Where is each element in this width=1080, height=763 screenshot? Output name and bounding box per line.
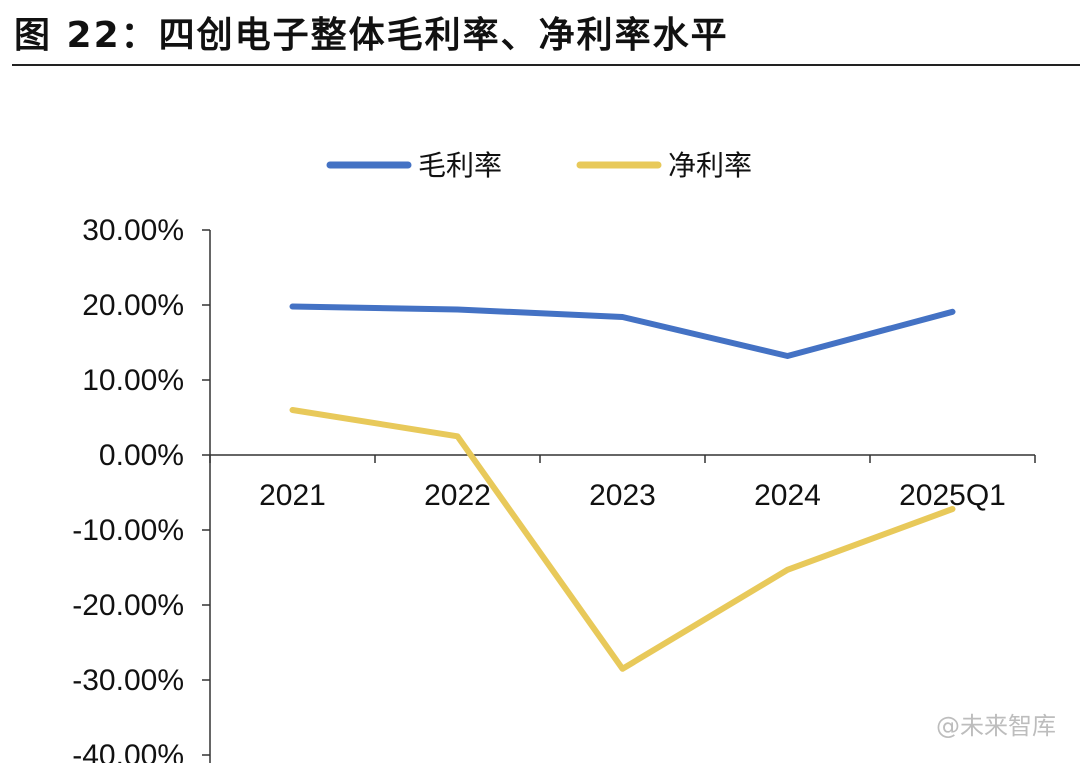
data-point [621, 315, 624, 319]
x-tick-label: 2023 [589, 479, 656, 512]
data-point [786, 568, 789, 572]
y-tick-label: -40.00% [72, 739, 184, 763]
data-point [291, 305, 294, 308]
x-tick-label: 2022 [424, 479, 491, 512]
y-tick-label: 30.00% [82, 214, 184, 247]
data-point [951, 310, 954, 314]
y-tick-label: 0.00% [99, 439, 184, 472]
series-line-0 [289, 303, 956, 359]
title-divider [12, 64, 1080, 66]
data-point [786, 354, 789, 358]
data-point [291, 408, 294, 412]
legend-label: 毛利率 [418, 149, 502, 182]
y-tick-label: 20.00% [82, 289, 184, 322]
legend: 毛利率 净利率 [326, 149, 752, 182]
watermark: @未来智库 [936, 712, 1056, 740]
legend-label: 净利率 [668, 149, 752, 182]
data-point [621, 667, 624, 671]
series-layer [289, 303, 956, 672]
data-point [456, 308, 459, 311]
y-tick-label: -20.00% [72, 589, 184, 622]
data-point [951, 507, 954, 511]
x-tick-label: 2021 [259, 479, 326, 512]
y-tick-label: -10.00% [72, 514, 184, 547]
figure-title: 图 22：四创电子整体毛利率、净利率水平 [14, 15, 729, 56]
series-line-1 [289, 407, 956, 672]
y-tick-label: 10.00% [82, 364, 184, 397]
x-axis: 2021 2022 2023 2024 2025Q1 [209, 454, 1036, 512]
y-tick-label: -30.00% [72, 664, 184, 697]
x-tick-label: 2024 [754, 479, 821, 512]
y-axis: 30.00% 20.00% 10.00% 0.00% -10.00% -20.00% -30… [72, 214, 211, 763]
data-point [456, 434, 459, 438]
